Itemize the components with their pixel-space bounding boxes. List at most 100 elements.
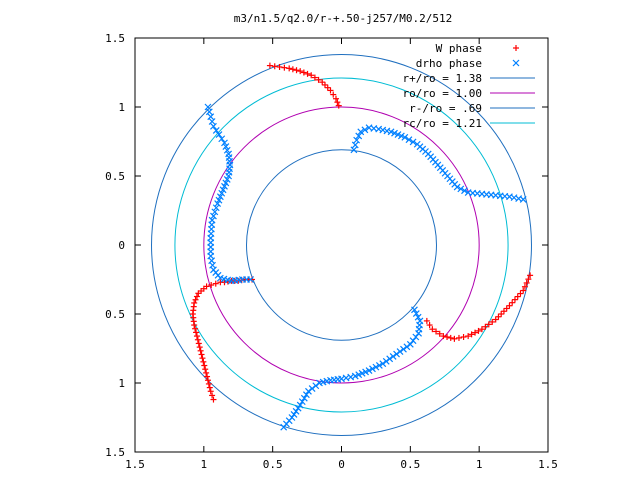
data-point (451, 335, 458, 342)
data-point (199, 355, 206, 362)
data-point (334, 99, 341, 106)
data-point (482, 323, 489, 330)
data-point (215, 131, 223, 139)
marker-stroke (292, 407, 300, 415)
data-point (208, 282, 215, 289)
data-point (403, 343, 411, 351)
data-point (519, 196, 527, 203)
marker-stroke (212, 204, 220, 212)
data-point (436, 330, 443, 337)
marker-stroke (357, 128, 365, 136)
marker-stroke (223, 146, 231, 154)
marker-stroke (300, 394, 308, 402)
data-point (386, 355, 394, 363)
data-point (520, 287, 527, 294)
marker-stroke (409, 138, 417, 146)
data-point (330, 91, 337, 98)
data-point (205, 380, 212, 387)
data-point (286, 65, 293, 72)
data-point (300, 69, 307, 76)
legend-label: drho phase (416, 57, 482, 70)
data-point (305, 387, 312, 395)
data-point (294, 404, 302, 412)
data-point (500, 308, 507, 315)
marker-stroke (416, 317, 424, 325)
data-point (485, 321, 492, 328)
data-point (525, 276, 532, 283)
data-point (210, 212, 217, 220)
data-point (457, 185, 465, 193)
marker-stroke (394, 131, 402, 139)
y-tick-label: 1 (118, 377, 125, 390)
marker-stroke (375, 361, 383, 369)
data-point (195, 290, 202, 297)
data-point (351, 141, 359, 149)
data-point (308, 385, 316, 392)
data-point (319, 79, 326, 86)
marker-stroke (350, 146, 358, 154)
marker-stroke (298, 398, 306, 406)
marker-stroke (294, 404, 302, 412)
y-tick-label: 1.5 (105, 32, 125, 45)
data-point (506, 302, 513, 309)
marker-stroke (361, 126, 369, 134)
legend-label: W phase (436, 42, 482, 55)
marker-stroke (338, 375, 345, 383)
plot-frame (134, 37, 549, 453)
marker-stroke (218, 135, 226, 143)
data-point (193, 333, 200, 340)
data-point (411, 306, 418, 314)
marker-stroke (308, 385, 316, 392)
marker-stroke (353, 136, 361, 144)
y-tick-label: 0.5 (105, 170, 125, 183)
data-point (350, 146, 358, 154)
data-point (209, 392, 216, 399)
marker-stroke (351, 141, 359, 149)
x-tick-label: 1.5 (538, 458, 558, 471)
data-point (475, 327, 482, 334)
data-point (210, 122, 217, 130)
data-point (382, 357, 390, 365)
legend-marker (512, 59, 520, 67)
series-circle (151, 54, 532, 436)
data-point (300, 394, 308, 402)
data-point (465, 333, 472, 340)
legend-label: rc/ro = 1.21 (403, 117, 482, 130)
data-point (289, 66, 296, 73)
data-point (409, 138, 417, 146)
data-point (193, 329, 200, 336)
data-point (207, 388, 214, 395)
data-point (511, 296, 518, 303)
marker-stroke (288, 414, 296, 421)
data-point (461, 187, 468, 195)
data-point (447, 334, 454, 341)
marker-stroke (207, 113, 215, 121)
marker-stroke (224, 276, 232, 284)
marker-stroke (405, 136, 413, 144)
data-point (517, 290, 524, 297)
data-point (197, 347, 204, 354)
data-point (298, 398, 306, 406)
data-point (281, 64, 288, 71)
marker-stroke (214, 200, 222, 208)
legend-label: ro/ro = 1.00 (403, 87, 482, 100)
data-point (194, 336, 201, 343)
data-point (207, 113, 215, 121)
marker-stroke (401, 133, 409, 141)
marker-stroke (389, 353, 397, 360)
data-markers (189, 62, 534, 431)
data-point (523, 279, 530, 286)
data-point (290, 410, 298, 418)
marker-stroke (369, 365, 376, 373)
data-point (211, 208, 219, 216)
y-tick-label: 1 (118, 101, 125, 114)
data-point (495, 313, 502, 320)
data-point (414, 313, 422, 321)
data-point (400, 345, 407, 353)
data-point (308, 72, 315, 79)
data-point (203, 369, 210, 376)
data-point (416, 317, 424, 325)
marker-stroke (414, 313, 422, 321)
